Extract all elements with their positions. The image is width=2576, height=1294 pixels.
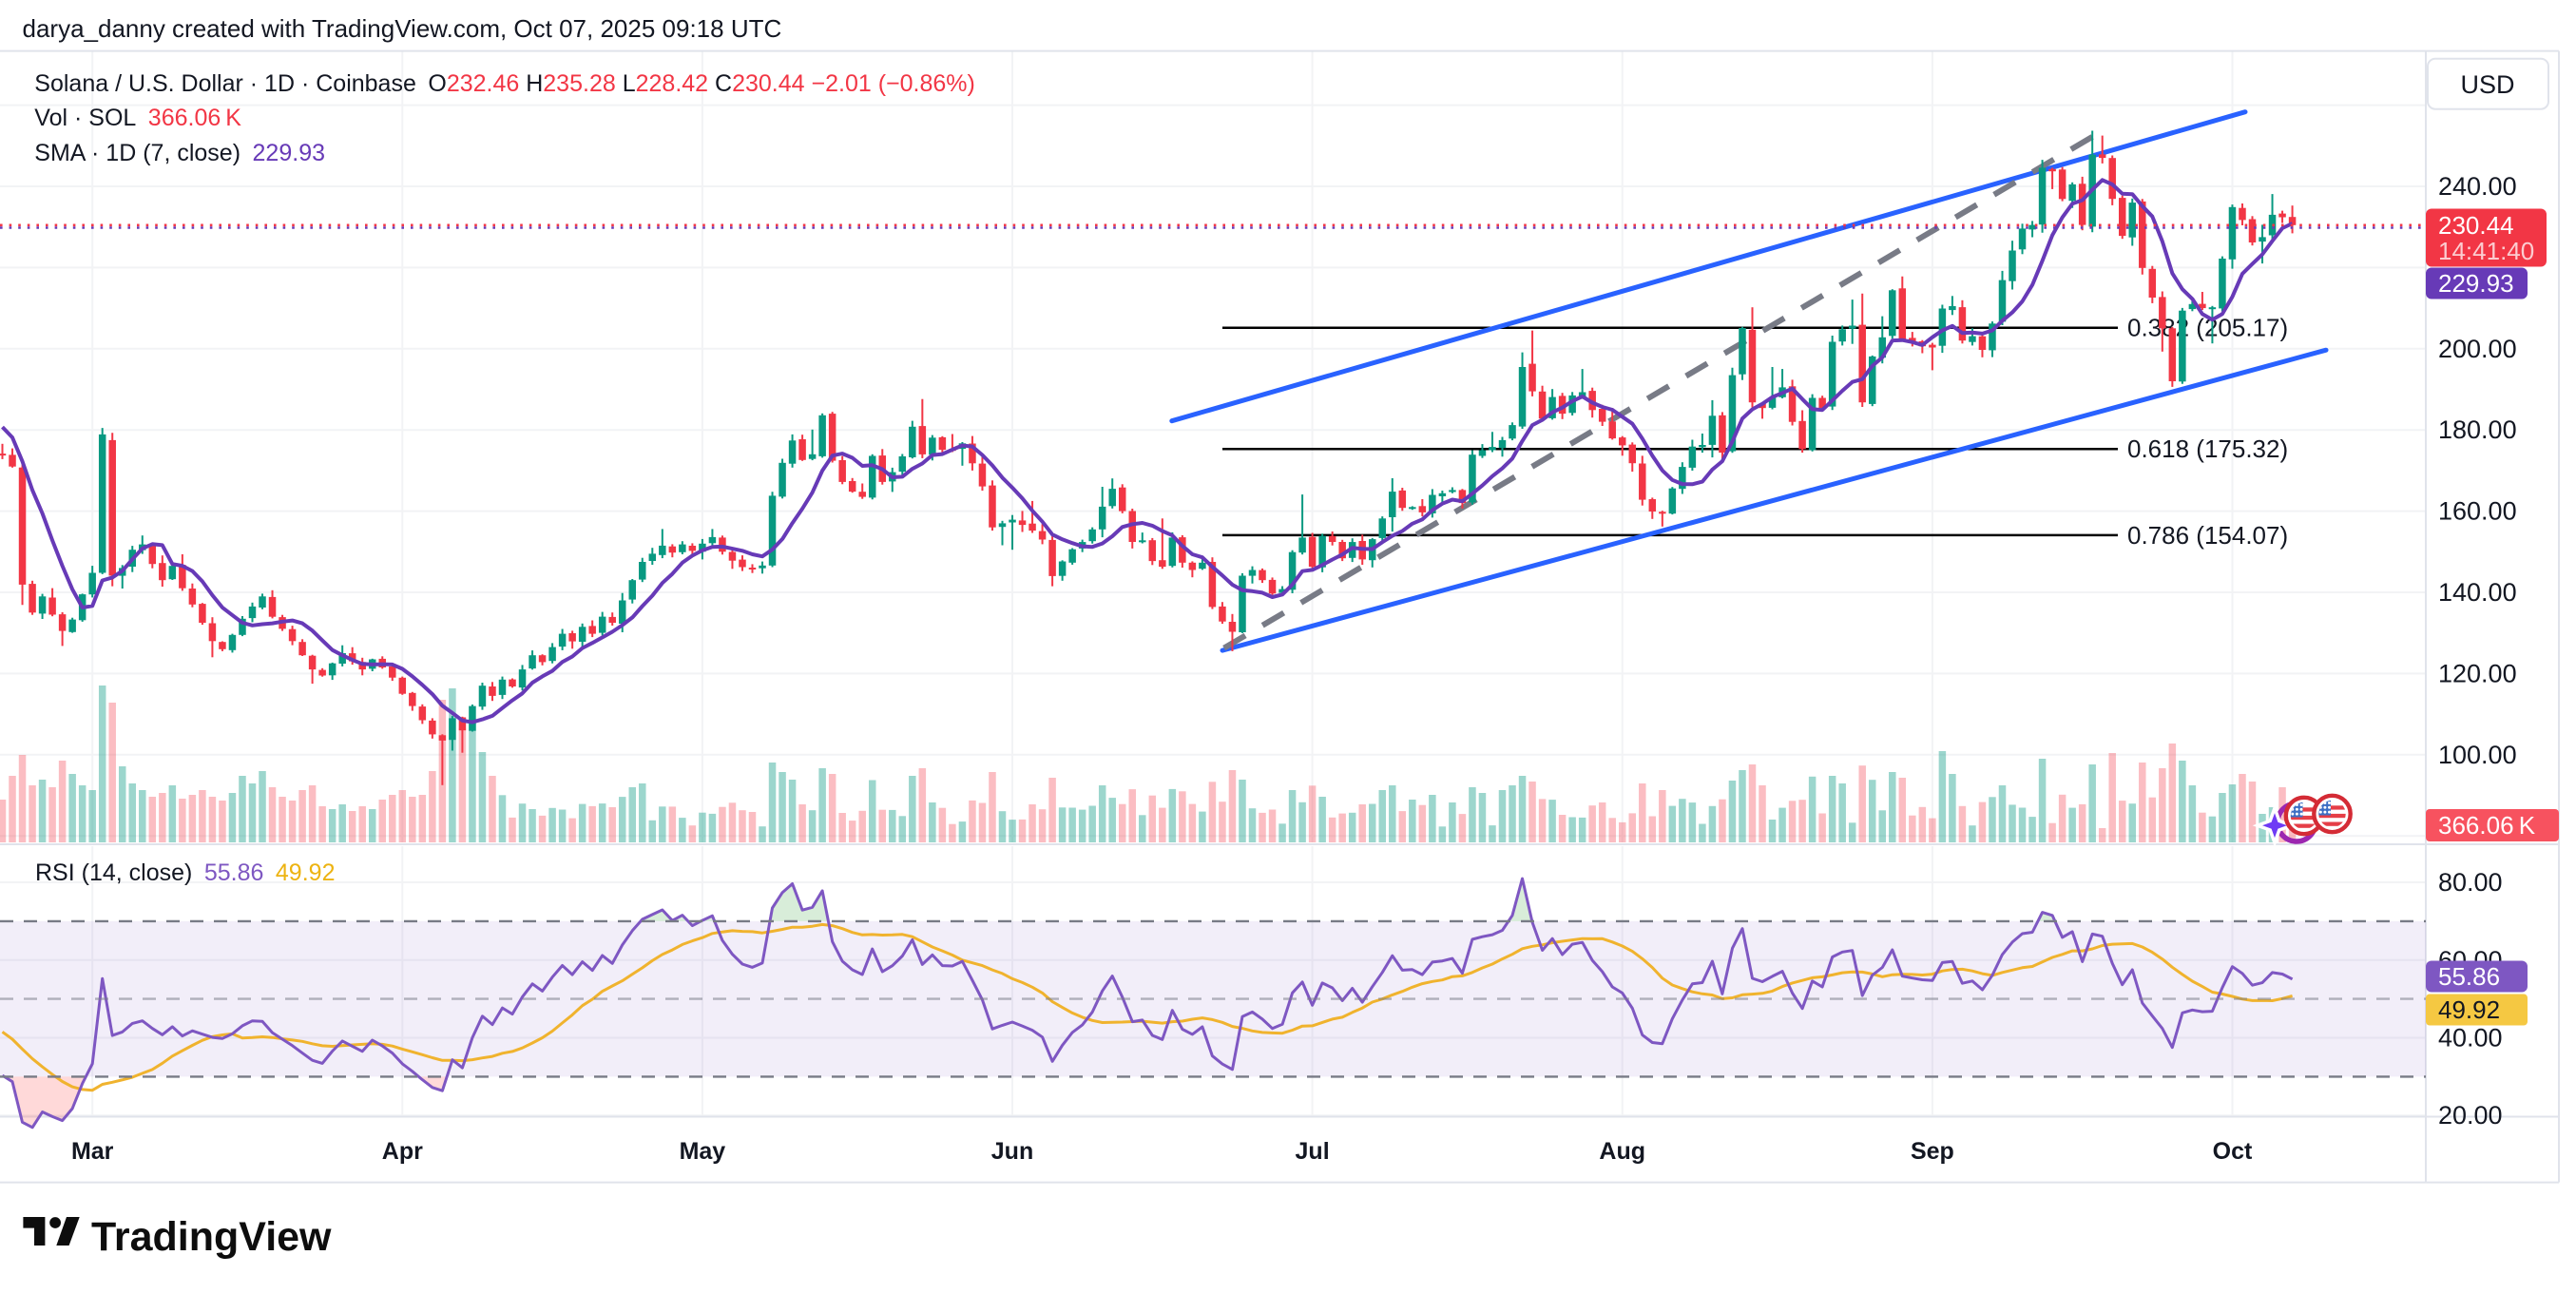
svg-text:80.00: 80.00 [2438, 868, 2503, 897]
svg-text:TradingView: TradingView [91, 1214, 332, 1260]
svg-text:100.00: 100.00 [2438, 741, 2517, 769]
svg-text:Jun: Jun [991, 1138, 1033, 1165]
svg-text:240.00: 240.00 [2438, 172, 2517, 201]
svg-text:14:41:40: 14:41:40 [2438, 237, 2534, 265]
svg-text:160.00: 160.00 [2438, 497, 2517, 526]
svg-text:Jul: Jul [1296, 1138, 1330, 1165]
svg-text:0.786 (154.07): 0.786 (154.07) [2127, 521, 2288, 550]
svg-text:229.93: 229.93 [2438, 269, 2514, 298]
svg-text:120.00: 120.00 [2438, 659, 2517, 687]
svg-text:Oct: Oct [2213, 1138, 2253, 1165]
svg-text:Apr: Apr [382, 1138, 423, 1165]
svg-text:20.00: 20.00 [2438, 1101, 2503, 1130]
svg-text:140.00: 140.00 [2438, 578, 2517, 607]
svg-text:366.06 K: 366.06 K [2438, 811, 2536, 840]
svg-text:Sep: Sep [1911, 1138, 1954, 1165]
svg-text:200.00: 200.00 [2438, 335, 2517, 363]
svg-text:darya_danny created with Tradi: darya_danny created with TradingView.com… [23, 14, 782, 43]
svg-text:0.618 (175.32): 0.618 (175.32) [2127, 435, 2288, 463]
svg-text:May: May [680, 1138, 726, 1165]
svg-text:Solana / U.S. Dollar · 1D · Co: Solana / U.S. Dollar · 1D · Coinbase O23… [34, 70, 975, 97]
svg-text:180.00: 180.00 [2438, 415, 2517, 444]
svg-text:230.44: 230.44 [2438, 211, 2514, 240]
svg-text:Vol · SOL 366.06 K: Vol · SOL 366.06 K [34, 105, 241, 131]
svg-text:RSI (14, close) 55.86 49.92: RSI (14, close) 55.86 49.92 [35, 859, 335, 886]
svg-text:49.92: 49.92 [2438, 995, 2500, 1024]
svg-text:Mar: Mar [71, 1138, 114, 1165]
svg-text:40.00: 40.00 [2438, 1024, 2503, 1053]
svg-text:Aug: Aug [1599, 1138, 1645, 1165]
svg-text:USD: USD [2460, 70, 2514, 99]
svg-text:SMA · 1D (7, close) 229.93: SMA · 1D (7, close) 229.93 [34, 140, 325, 166]
svg-text:55.86: 55.86 [2438, 962, 2500, 991]
